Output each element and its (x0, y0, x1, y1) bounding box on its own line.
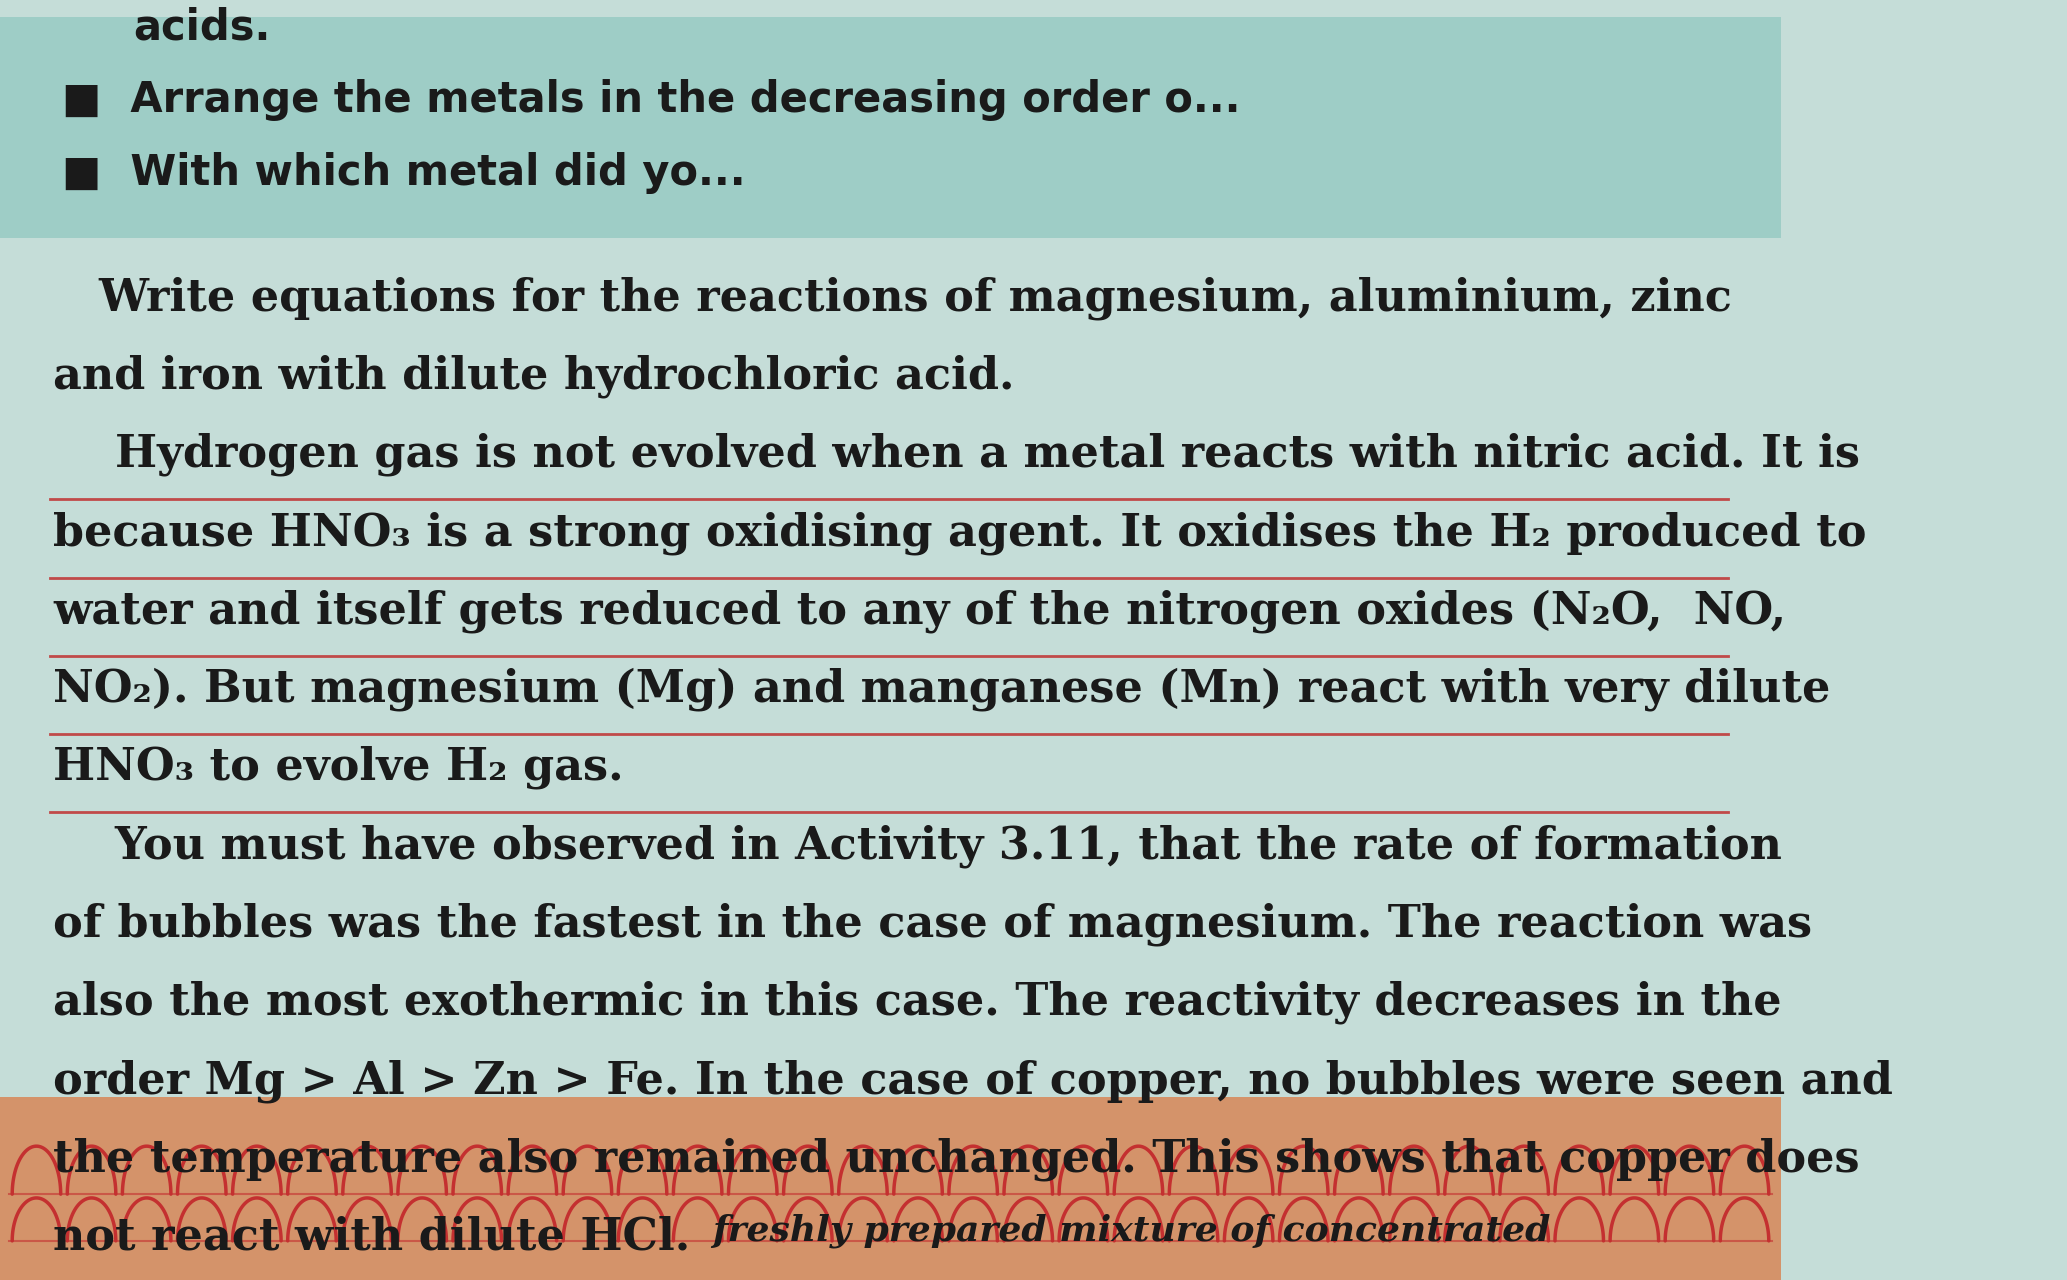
Text: freshly prepared mixture of concentrated: freshly prepared mixture of concentrated (713, 1213, 1550, 1248)
Text: water and itself gets reduced to any of the nitrogen oxides (N₂O,  NO,: water and itself gets reduced to any of … (54, 589, 1786, 634)
Text: of bubbles was the fastest in the case of magnesium. The reaction was: of bubbles was the fastest in the case o… (54, 902, 1813, 946)
Text: acids.: acids. (134, 6, 271, 49)
Text: because HNO₃ is a strong oxidising agent. It oxidises the H₂ produced to: because HNO₃ is a strong oxidising agent… (54, 511, 1867, 554)
Text: Hydrogen gas is not evolved when a metal reacts with nitric acid. It is: Hydrogen gas is not evolved when a metal… (54, 433, 1860, 476)
Text: also the most exothermic in this case. The reactivity decreases in the: also the most exothermic in this case. T… (54, 980, 1782, 1024)
Text: not react with dilute HCl.: not react with dilute HCl. (54, 1216, 690, 1258)
Text: HNO₃ to evolve H₂ gas.: HNO₃ to evolve H₂ gas. (54, 746, 624, 790)
Text: the temperature also remained unchanged. This shows that copper does: the temperature also remained unchanged.… (54, 1138, 1860, 1181)
FancyBboxPatch shape (0, 1097, 1782, 1280)
Text: ■  Arrange the metals in the decreasing order o...: ■ Arrange the metals in the decreasing o… (62, 79, 1240, 120)
Text: Write equations for the reactions of magnesium, aluminium, zinc: Write equations for the reactions of mag… (97, 276, 1732, 320)
FancyBboxPatch shape (0, 18, 1782, 238)
Text: You must have observed in Activity 3.11, that the rate of formation: You must have observed in Activity 3.11,… (54, 824, 1782, 868)
Text: and iron with dilute hydrochloric acid.: and iron with dilute hydrochloric acid. (54, 355, 1015, 398)
Text: NO₂). But magnesium (Mg) and manganese (Mn) react with very dilute: NO₂). But magnesium (Mg) and manganese (… (54, 668, 1831, 712)
Text: order Mg > Al > Zn > Fe. In the case of copper, no bubbles were seen and: order Mg > Al > Zn > Fe. In the case of … (54, 1059, 1893, 1102)
Text: ■  With which metal did yo...: ■ With which metal did yo... (62, 152, 746, 195)
